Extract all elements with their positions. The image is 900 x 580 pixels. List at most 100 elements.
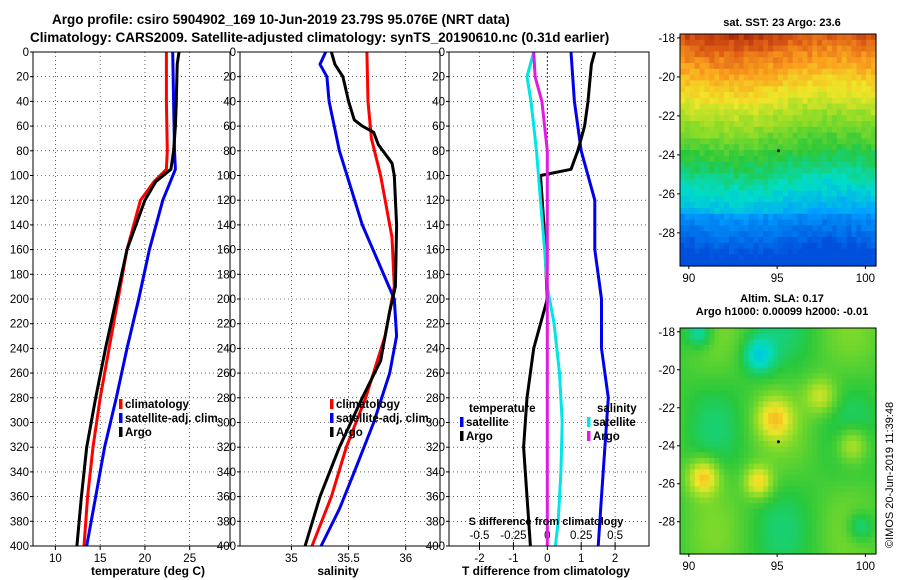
map-cell xyxy=(871,126,877,134)
map-cell xyxy=(836,219,843,226)
map-cell xyxy=(684,237,691,244)
map-cell xyxy=(817,446,823,453)
map-cell xyxy=(831,401,838,408)
map-cell xyxy=(846,190,853,197)
map-cell xyxy=(831,463,838,470)
map-cell xyxy=(729,401,735,408)
map-cell xyxy=(704,34,710,41)
map-cell xyxy=(689,537,696,544)
map-cell xyxy=(831,486,838,493)
difference-ytick-label: 240 xyxy=(426,343,445,355)
map-cell xyxy=(827,463,833,470)
map-cell xyxy=(807,367,813,374)
map-cell xyxy=(841,463,848,470)
map-cell xyxy=(684,45,691,52)
map-cell xyxy=(733,446,740,453)
map-cell xyxy=(758,138,764,145)
map-cell xyxy=(768,328,774,335)
map-cell xyxy=(792,121,799,128)
map-cell xyxy=(729,74,735,81)
map-cell xyxy=(704,531,710,538)
map-cell xyxy=(822,190,828,197)
map-cell xyxy=(822,68,828,76)
map-cell xyxy=(827,548,833,555)
map-cell xyxy=(861,126,867,134)
map-cell xyxy=(748,115,755,122)
map-cell xyxy=(866,254,872,261)
map-cell xyxy=(822,51,828,58)
map-cell xyxy=(763,356,769,363)
map-cell xyxy=(802,344,808,352)
temperature-ytick-label: 180 xyxy=(10,269,29,281)
map-cell xyxy=(861,497,867,504)
map-cell xyxy=(768,474,774,482)
map-cell xyxy=(846,202,853,209)
map-cell xyxy=(856,486,862,493)
map-cell xyxy=(841,542,848,549)
map-cell xyxy=(684,150,691,157)
map-cell xyxy=(763,34,769,41)
map-cell xyxy=(724,74,730,81)
map-cell xyxy=(680,491,686,499)
map-cell xyxy=(768,491,774,499)
map-cell xyxy=(768,242,774,250)
map-cell xyxy=(851,441,857,448)
map-cell xyxy=(782,150,789,157)
map-cell xyxy=(807,491,813,499)
map-cell xyxy=(812,86,818,93)
map-cell xyxy=(822,491,828,499)
map-cell xyxy=(827,97,833,105)
temperature-xtick-label: 15 xyxy=(94,553,107,565)
map-cell xyxy=(787,344,794,352)
map-cell xyxy=(733,237,740,244)
map-cell xyxy=(836,435,843,442)
map-cell xyxy=(729,333,735,340)
map-cell xyxy=(733,339,740,346)
map-cell xyxy=(792,103,799,110)
map-cell xyxy=(831,441,838,448)
map-cell xyxy=(719,474,725,482)
map-cell xyxy=(768,390,774,397)
map-cell xyxy=(802,219,808,226)
map-cell xyxy=(763,219,769,226)
map-cell xyxy=(866,418,872,425)
map-cell xyxy=(773,92,779,99)
map-cell xyxy=(724,328,730,335)
map-cell xyxy=(812,457,818,465)
map-cell xyxy=(817,39,823,47)
map-cell xyxy=(802,45,808,52)
map-cell xyxy=(822,231,828,238)
map-cell xyxy=(738,173,745,180)
map-cell xyxy=(680,497,686,504)
map-cell xyxy=(684,542,691,549)
map-cell xyxy=(841,179,848,186)
map-cell xyxy=(680,480,686,487)
map-cell xyxy=(738,196,745,203)
map-cell xyxy=(704,344,710,352)
map-cell xyxy=(704,542,710,549)
map-cell xyxy=(792,344,799,352)
map-cell xyxy=(778,412,784,419)
map-cell xyxy=(709,80,715,87)
map-cell xyxy=(841,184,848,192)
map-cell xyxy=(753,418,759,425)
map-cell xyxy=(831,350,838,357)
map-cell xyxy=(817,34,823,41)
map-cell xyxy=(743,508,750,516)
map-cell xyxy=(778,463,784,470)
map-cell xyxy=(846,126,853,134)
map-cell xyxy=(753,34,759,41)
map-cell xyxy=(714,57,720,64)
map-cell xyxy=(684,115,691,122)
map-cell xyxy=(827,328,833,335)
map-cell xyxy=(807,184,813,192)
map-cell xyxy=(699,184,706,192)
map-cell xyxy=(797,503,804,510)
map-cell xyxy=(831,248,838,255)
map-cell xyxy=(831,34,838,41)
map-cell xyxy=(831,92,838,99)
map-cell xyxy=(831,126,838,134)
map-cell xyxy=(704,51,710,58)
map-cell xyxy=(743,441,750,448)
map-cell xyxy=(709,92,715,99)
